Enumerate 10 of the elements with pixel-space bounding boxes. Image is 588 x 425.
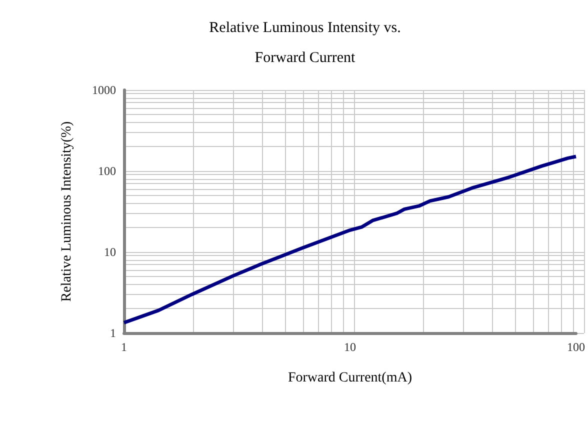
x-tick-label: 100 [567,340,585,354]
x-tick-label: 1 [121,340,127,354]
y-tick-label: 1000 [92,83,116,97]
x-axis-title: Forward Current(mA) [288,370,412,386]
y-tick-label: 100 [98,164,116,178]
x-tick-label: 10 [344,340,356,354]
y-tick-label: 1 [110,326,116,340]
y-tick-label: 10 [104,245,116,259]
chart-title: Relative Luminous Intensity vs. Forward Current [209,20,401,66]
y-axis-title: Relative Luminous Intensity(%) [60,120,74,302]
